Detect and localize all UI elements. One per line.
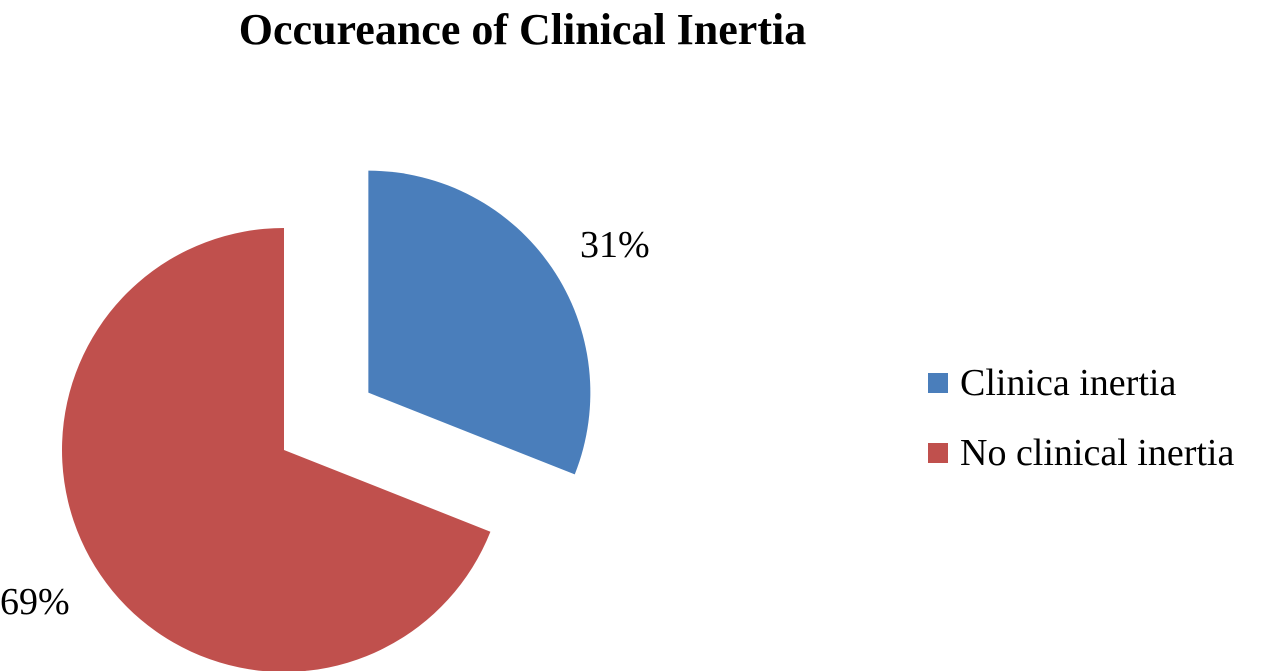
legend: Clinica inertia No clinical inertia: [928, 364, 1234, 504]
legend-label-clinical-inertia: Clinica inertia: [960, 362, 1177, 404]
legend-item-clinical-inertia: Clinica inertia: [928, 364, 1234, 402]
pie-label-clinical-inertia: 31%: [580, 224, 650, 266]
pie-label-no-clinical-inertia: 69%: [0, 581, 70, 623]
pie-slices: [62, 170, 591, 671]
legend-item-no-clinical-inertia: No clinical inertia: [928, 434, 1234, 472]
pie-slice-clinical-inertia: [368, 170, 591, 475]
pie-slice-no-clinical-inertia: [62, 228, 491, 671]
legend-label-no-clinical-inertia: No clinical inertia: [960, 432, 1235, 474]
legend-swatch-no-clinical-inertia: [928, 443, 948, 463]
pie-labels: 31% 69%: [0, 224, 650, 623]
chart-title: Occureance of Clinical Inertia: [238, 5, 807, 54]
legend-swatch-clinical-inertia: [928, 373, 948, 393]
